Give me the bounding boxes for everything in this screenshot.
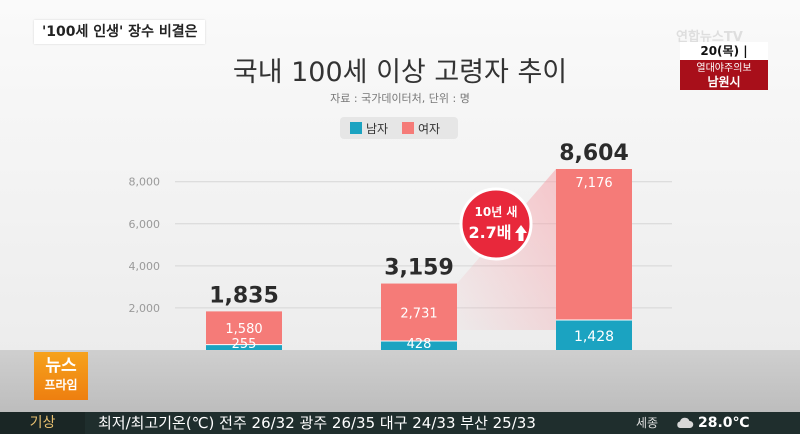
ticker-message: 최저/최고기온(℃) 전주 26/32 광주 26/35 대구 24/33 부산…	[98, 414, 536, 432]
bar-male	[556, 319, 632, 350]
chart-title: 국내 100세 이상 고령자 추이	[232, 57, 568, 88]
up-arrow-icon	[515, 225, 527, 241]
callout-line2: 2.7배	[468, 223, 511, 242]
ticker-label: 기상	[0, 412, 85, 434]
cloud-icon	[677, 417, 694, 428]
growth-callout	[459, 187, 533, 261]
legend-label-female: 여자	[418, 122, 441, 136]
bar-male	[381, 340, 457, 350]
data-label-female: 2,731	[400, 306, 437, 321]
channel-watermark: 연합뉴스TV	[676, 30, 743, 45]
data-label-female: 7,176	[575, 176, 612, 191]
program-logo-line2: 프라임	[44, 378, 78, 392]
bar-female	[206, 311, 282, 345]
total-label: 3,159	[384, 256, 454, 281]
total-label: 8,604	[559, 141, 629, 166]
bar-male	[206, 344, 282, 350]
chart-source: 자료 : 국가데이터처, 단위 : 명	[330, 92, 470, 105]
ticker-city: 세종	[636, 416, 659, 430]
ticker-area	[0, 350, 800, 412]
headline-tag: '100세 인생' 장수 비결은	[34, 20, 206, 44]
program-logo: 뉴스 프라임	[34, 352, 88, 400]
y-tick-label: 6,000	[129, 218, 161, 231]
weather-alert: 열대야주의보 남원시	[680, 60, 768, 90]
weather-ticker: 기상 최저/최고기온(℃) 전주 26/32 광주 26/35 대구 24/33…	[0, 412, 800, 434]
legend-swatch-male	[350, 122, 362, 134]
chart-legend: 남자 여자	[340, 117, 458, 139]
alert-title: 열대야주의보	[696, 63, 752, 74]
program-logo-line1: 뉴스	[45, 356, 77, 376]
y-tick-label: 4,000	[129, 260, 161, 273]
data-label-male: 1,428	[574, 329, 614, 345]
bar-female	[381, 283, 457, 341]
alert-region: 남원시	[707, 75, 741, 89]
data-label-male: 428	[407, 337, 432, 352]
legend-swatch-female	[402, 122, 414, 134]
ticker-temperature: 28.0℃	[698, 415, 750, 431]
data-label-female: 1,580	[225, 322, 262, 337]
bar-female	[556, 169, 632, 320]
data-label-male: 255	[232, 337, 257, 352]
y-tick-label: 8,000	[129, 176, 161, 189]
total-label: 1,835	[209, 283, 279, 308]
callout-line1: 10년 새	[475, 204, 518, 219]
legend-label-male: 남자	[366, 122, 389, 136]
y-tick-label: 2,000	[129, 302, 161, 315]
